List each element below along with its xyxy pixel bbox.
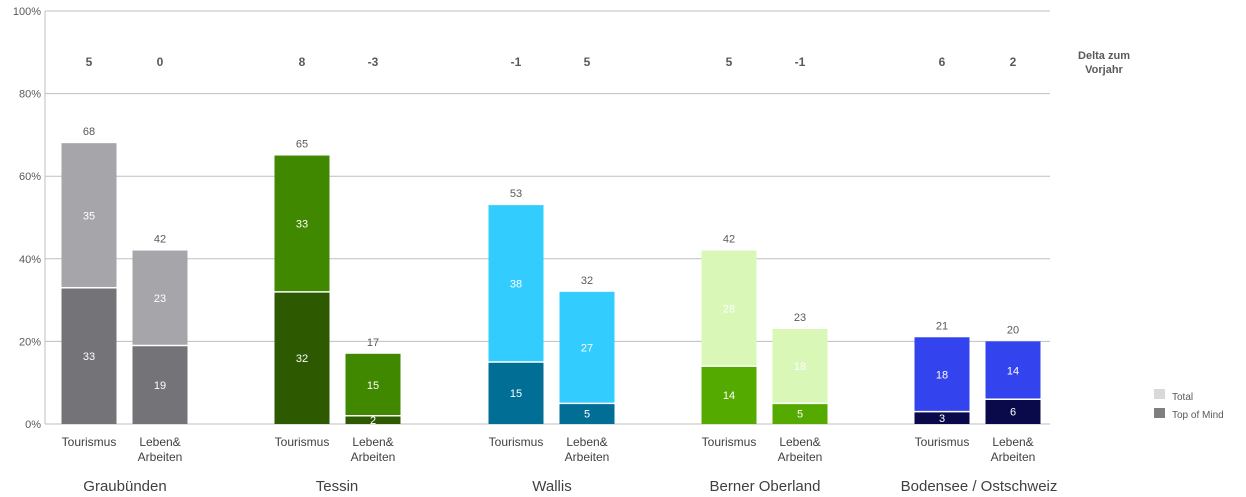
legend-label-top-of-mind: Top of Mind: [1172, 410, 1224, 421]
bar-remainder: [488, 205, 544, 363]
bar-remainder-label: 14: [1007, 365, 1019, 377]
bar-remainder: [701, 250, 757, 367]
bar-top-of-mind-label: 33: [83, 351, 95, 363]
bar-remainder-label: 33: [296, 219, 308, 231]
bar-top-of-mind-label: 6: [1010, 407, 1016, 419]
x-category-label: Arbeiten: [351, 450, 396, 464]
bar-top-of-mind-label: 32: [296, 353, 308, 365]
x-category-label: Arbeiten: [565, 450, 610, 464]
bar-top-of-mind-label: 14: [723, 390, 735, 402]
bar-total-label: 21: [936, 320, 948, 332]
bar-top-of-mind-label: 5: [584, 409, 590, 421]
legend-swatch-top-of-mind: [1154, 408, 1165, 418]
bar-top-of-mind: [701, 366, 757, 424]
group-label: Tessin: [316, 478, 359, 495]
x-category-label: Leben&: [566, 435, 607, 449]
bar-top-of-mind-label: 2: [370, 415, 376, 427]
x-category-label: Tourismus: [702, 435, 757, 449]
delta-value: 5: [86, 55, 93, 69]
x-category-label: Tourismus: [915, 435, 970, 449]
legend-label-total: Total: [1172, 392, 1193, 403]
y-tick-label: 40%: [19, 254, 41, 266]
delta-value: -1: [511, 55, 522, 69]
delta-header-line1: Delta zum: [1078, 50, 1130, 62]
bar-remainder: [772, 329, 828, 404]
bar-remainder-label: 18: [936, 369, 948, 381]
delta-value: 2: [1010, 55, 1017, 69]
bar-top-of-mind: [488, 362, 544, 424]
bar-total-label: 65: [296, 139, 308, 151]
bar-total-label: 42: [723, 234, 735, 246]
bar-remainder-label: 28: [723, 303, 735, 315]
x-category-label: Tourismus: [62, 435, 117, 449]
bar-remainder-label: 23: [154, 293, 166, 305]
bar-top-of-mind: [559, 403, 615, 424]
bar-remainder-label: 27: [581, 343, 593, 355]
x-category-label: Leben&: [779, 435, 820, 449]
group-label: Wallis: [532, 478, 571, 495]
bar-remainder-label: 15: [367, 380, 379, 392]
bar-total-label: 20: [1007, 324, 1019, 336]
bar-remainder-label: 18: [794, 361, 806, 373]
bar-total-label: 32: [581, 275, 593, 287]
x-category-label: Tourismus: [489, 435, 544, 449]
bar-remainder: [274, 155, 330, 292]
y-tick-label: 100%: [13, 6, 41, 18]
y-tick-label: 20%: [19, 336, 41, 348]
x-category-label: Tourismus: [275, 435, 330, 449]
delta-value: 8: [299, 55, 306, 69]
bar-total-label: 42: [154, 234, 166, 246]
delta-value: -3: [368, 55, 379, 69]
bar-remainder: [559, 291, 615, 404]
bar-top-of-mind-label: 15: [510, 388, 522, 400]
grid-layer: [44, 10, 1050, 425]
delta-value: 5: [726, 55, 733, 69]
bar-top-of-mind: [345, 415, 401, 424]
y-tick-label: 80%: [19, 89, 41, 101]
bar-remainder: [914, 337, 970, 412]
bar-remainder-label: 38: [510, 279, 522, 291]
group-label: Graubünden: [83, 478, 166, 495]
labels-layer: 0%20%40%60%80%100%6835335Tourismus422319…: [13, 6, 1058, 495]
x-category-label: Arbeiten: [778, 450, 823, 464]
y-tick-label: 0%: [25, 419, 41, 431]
delta-value: -1: [795, 55, 806, 69]
legend: Total Top of Mind: [1154, 389, 1224, 421]
legend-swatch-total: [1154, 389, 1165, 399]
bar-total-label: 68: [83, 126, 95, 138]
bar-top-of-mind: [61, 287, 117, 424]
x-category-label: Leben&: [992, 435, 1033, 449]
delta-value: 6: [939, 55, 946, 69]
delta-value: 0: [157, 55, 164, 69]
bar-remainder: [132, 250, 188, 346]
bar-total-label: 23: [794, 312, 806, 324]
bar-remainder-label: 35: [83, 210, 95, 222]
bar-top-of-mind-label: 5: [797, 409, 803, 421]
group-label: Bodensee / Ostschweiz: [901, 478, 1058, 495]
group-label: Berner Oberland: [710, 478, 821, 495]
bars-layer: [61, 143, 1041, 424]
bar-top-of-mind: [274, 291, 330, 424]
delta-value: 5: [584, 55, 591, 69]
bar-remainder: [61, 143, 117, 288]
bar-top-of-mind-label: 3: [939, 413, 945, 425]
x-category-label: Arbeiten: [991, 450, 1036, 464]
bar-top-of-mind: [132, 345, 188, 424]
bar-top-of-mind: [914, 411, 970, 424]
bar-top-of-mind: [985, 399, 1041, 424]
bar-top-of-mind: [772, 403, 828, 424]
bar-remainder: [985, 341, 1041, 400]
delta-header-line2: Vorjahr: [1085, 64, 1123, 76]
x-category-label: Leben&: [139, 435, 180, 449]
bar-total-label: 53: [510, 188, 522, 200]
y-tick-label: 60%: [19, 171, 41, 183]
bar-top-of-mind-label: 19: [154, 380, 166, 392]
x-category-label: Leben&: [352, 435, 393, 449]
bar-total-label: 17: [367, 337, 379, 349]
bar-remainder: [345, 353, 401, 416]
x-category-label: Arbeiten: [138, 450, 183, 464]
